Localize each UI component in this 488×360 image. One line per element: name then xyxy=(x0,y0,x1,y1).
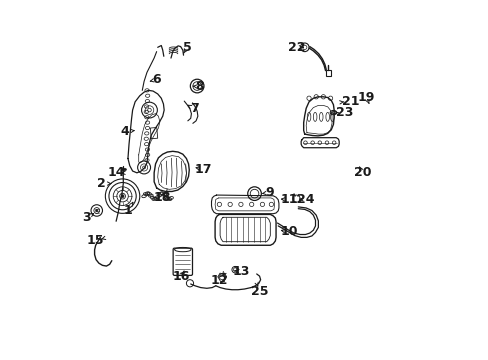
Bar xyxy=(150,127,157,139)
Text: 23: 23 xyxy=(335,106,352,119)
Text: 17: 17 xyxy=(194,163,212,176)
Text: 22: 22 xyxy=(287,41,305,54)
Text: 8: 8 xyxy=(195,80,203,93)
Text: 3: 3 xyxy=(82,211,91,224)
Text: 2: 2 xyxy=(97,177,105,190)
Text: 5: 5 xyxy=(183,41,191,54)
Text: 13: 13 xyxy=(232,265,249,278)
Text: 21: 21 xyxy=(341,95,358,108)
Text: 11: 11 xyxy=(280,193,298,206)
Text: 14: 14 xyxy=(107,166,125,179)
Text: 12: 12 xyxy=(210,274,228,287)
Text: 7: 7 xyxy=(189,103,198,116)
Bar xyxy=(325,69,330,76)
Text: 6: 6 xyxy=(152,73,161,86)
Circle shape xyxy=(121,195,124,198)
Circle shape xyxy=(96,210,98,212)
Text: 9: 9 xyxy=(265,186,273,199)
Text: 20: 20 xyxy=(353,166,371,179)
Text: 1: 1 xyxy=(123,204,132,217)
Text: 19: 19 xyxy=(357,91,374,104)
Text: 24: 24 xyxy=(297,193,314,206)
Text: 18: 18 xyxy=(153,192,170,204)
Text: 10: 10 xyxy=(280,225,298,238)
Text: 25: 25 xyxy=(251,285,268,298)
Text: 16: 16 xyxy=(173,270,190,283)
Text: 15: 15 xyxy=(86,234,103,247)
Text: 4: 4 xyxy=(120,125,128,138)
